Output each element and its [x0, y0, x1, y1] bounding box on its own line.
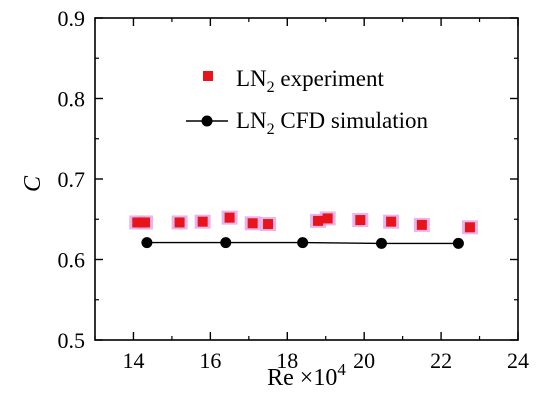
legend-cfd-sub: 2: [267, 121, 275, 138]
legend-cfd-base: LN: [236, 108, 267, 133]
legend-cfd-label: LN2 CFD simulation: [236, 108, 429, 138]
x-tick-label: 22: [430, 348, 452, 373]
series-experiment: [129, 210, 478, 235]
x-axis-title-text: Re ×10: [267, 365, 337, 391]
experiment-point: [247, 218, 258, 229]
experiment-point: [174, 217, 185, 228]
legend-experiment-marker: [203, 71, 213, 81]
x-tick-label: 18: [276, 348, 298, 373]
x-tick-label: 24: [507, 348, 529, 373]
legend-cfd-marker: [201, 115, 213, 127]
cfd-point: [141, 237, 153, 249]
experiment-point: [416, 219, 427, 230]
experiment-point: [197, 216, 208, 227]
experiment-point: [263, 219, 274, 230]
experiment-point: [313, 215, 324, 226]
experiment-point: [386, 216, 397, 227]
legend-experiment-label: LN2 experiment: [236, 66, 384, 96]
cfd-point: [375, 237, 387, 249]
experiment-point: [224, 212, 235, 223]
y-tick-label: 0.5: [58, 328, 86, 353]
experiment-point: [139, 217, 150, 228]
y-axis-title: C: [20, 175, 46, 192]
x-tick-label: 20: [353, 348, 375, 373]
cfd-point: [297, 237, 309, 249]
series-cfd-simulation: [141, 237, 464, 249]
y-tick-label: 0.9: [58, 6, 86, 31]
experiment-point: [132, 217, 143, 228]
x-axis: 14 16 18 20 22 24: [94, 18, 529, 373]
y-axis: 0.5 0.6 0.7 0.8 0.9: [58, 6, 518, 353]
legend-experiment-rest: experiment: [275, 66, 385, 91]
legend-cfd-rest: CFD simulation: [275, 108, 429, 133]
y-tick-label: 0.8: [58, 87, 86, 112]
x-axis-title-exponent: 4: [337, 360, 346, 379]
cfd-point: [452, 237, 464, 249]
legend-experiment-base: LN: [236, 66, 267, 91]
x-tick-label: 14: [122, 348, 144, 373]
legend-experiment-sub: 2: [267, 79, 275, 96]
x-tick-label: 16: [199, 348, 221, 373]
y-tick-label: 0.7: [58, 167, 86, 192]
experiment-point: [464, 222, 475, 233]
x-axis-title: Re ×104: [267, 360, 346, 391]
y-tick-label: 0.6: [58, 248, 86, 273]
cfd-point: [220, 237, 232, 249]
axis-titles: Re ×104 C: [20, 175, 346, 391]
experiment-point: [355, 215, 366, 226]
experiment-point: [322, 213, 333, 224]
